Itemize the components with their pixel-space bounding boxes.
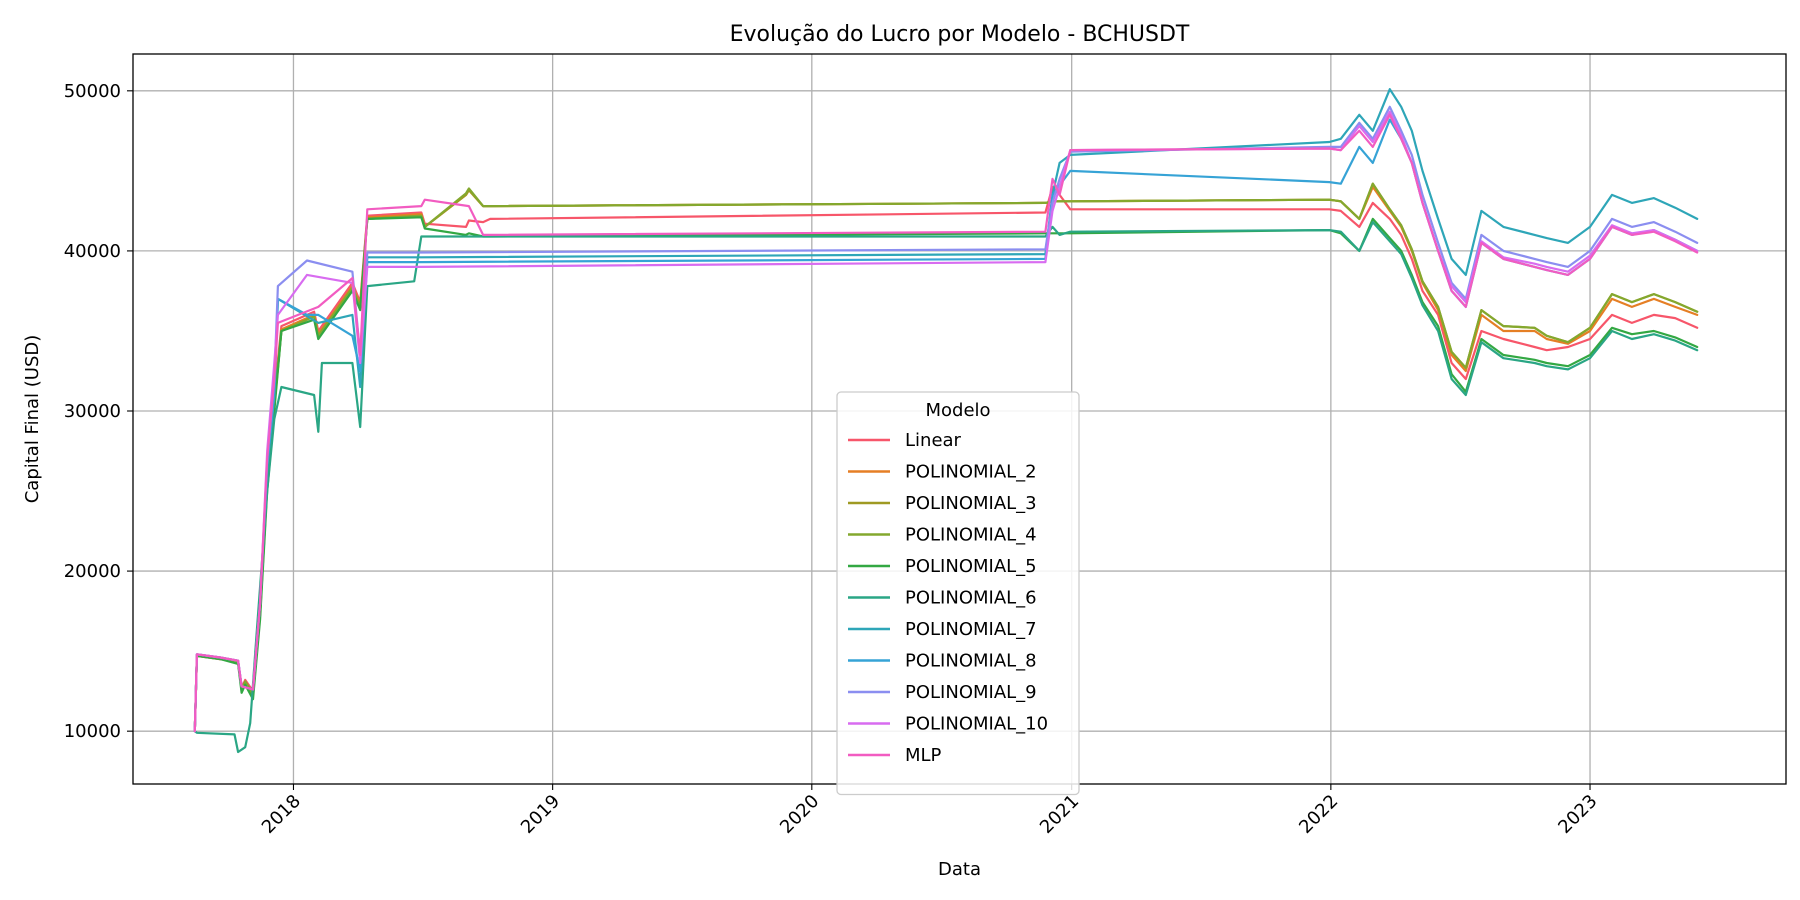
series-line-mlp [193,113,1699,733]
y-tick-label: 10000 [64,721,121,742]
legend-label: POLINOMIAL_10 [905,714,1048,735]
x-tick-label: 2019 [517,791,564,838]
series-line-polinomial-6 [193,221,1699,754]
legend-label: POLINOMIAL_6 [905,588,1037,609]
legend-label: POLINOMIAL_5 [905,556,1037,577]
legend-label: POLINOMIAL_2 [905,462,1037,483]
legend-label: POLINOMIAL_3 [905,493,1037,514]
x-tick-label: 2018 [258,791,305,838]
y-tick-label: 20000 [64,561,121,582]
legend-title: Modelo [925,400,990,421]
y-tick-label: 50000 [64,81,121,102]
y-axis-title: Capital Final (USD) [22,335,43,504]
legend-label: POLINOMIAL_4 [905,525,1037,546]
legend-label: POLINOMIAL_7 [905,619,1037,640]
x-tick-label: 2020 [776,791,823,838]
y-tick-label: 40000 [64,241,121,262]
x-tick-label: 2021 [1036,791,1083,838]
legend: Modelo Linear POLINOMIAL_2 POLINOMIAL_3 POLI… [836,391,1080,796]
legend-label: Linear [905,430,962,451]
y-tick-label: 30000 [64,401,121,422]
x-tick-label: 2023 [1554,791,1601,838]
legend-label: MLP [905,745,942,766]
x-tick-label: 2022 [1295,791,1342,838]
legend-label: POLINOMIAL_9 [905,682,1037,703]
series-layer [193,88,1699,754]
x-axis-title: Data [938,859,981,880]
chart-title: Evolução do Lucro por Modelo - BCHUSDT [730,22,1190,47]
legend-box [836,391,1080,796]
legend-label: POLINOMIAL_8 [905,651,1037,672]
